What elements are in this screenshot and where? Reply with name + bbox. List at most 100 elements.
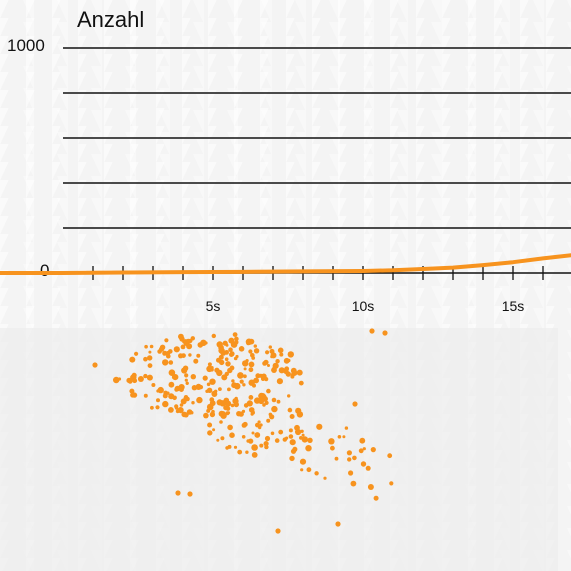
particle bbox=[218, 387, 222, 391]
particle bbox=[216, 341, 223, 348]
particle bbox=[126, 377, 132, 384]
particle bbox=[157, 349, 162, 354]
particle bbox=[164, 338, 169, 343]
particle bbox=[187, 491, 193, 497]
particle bbox=[196, 396, 203, 404]
particle bbox=[323, 476, 327, 480]
particle bbox=[266, 388, 271, 394]
particle bbox=[282, 437, 287, 442]
particle bbox=[242, 383, 246, 387]
particle bbox=[257, 420, 261, 424]
particle bbox=[294, 424, 300, 431]
particle bbox=[254, 432, 261, 438]
particle bbox=[221, 374, 228, 381]
particle bbox=[264, 435, 271, 442]
particle bbox=[211, 333, 216, 339]
particle bbox=[168, 369, 176, 377]
particle bbox=[179, 403, 184, 407]
particle bbox=[370, 447, 376, 453]
particle bbox=[236, 411, 242, 417]
particle bbox=[272, 366, 277, 371]
particle bbox=[296, 369, 303, 376]
particle bbox=[230, 403, 235, 408]
particle bbox=[246, 439, 250, 443]
particle bbox=[271, 405, 278, 413]
particle bbox=[137, 376, 144, 382]
particle bbox=[203, 412, 209, 419]
particle bbox=[382, 330, 388, 336]
particle bbox=[146, 374, 153, 381]
particle bbox=[314, 471, 319, 476]
particle bbox=[369, 328, 375, 334]
particle bbox=[173, 346, 180, 353]
particle bbox=[289, 455, 295, 462]
particle bbox=[367, 484, 374, 490]
particle bbox=[243, 374, 247, 379]
particle bbox=[143, 393, 148, 398]
particle bbox=[211, 390, 217, 397]
particle bbox=[174, 406, 179, 410]
particle bbox=[296, 411, 304, 418]
particle bbox=[216, 369, 223, 377]
particle bbox=[389, 481, 394, 486]
particle bbox=[223, 405, 229, 411]
particle bbox=[225, 400, 232, 407]
particle bbox=[233, 445, 238, 449]
particle bbox=[278, 429, 284, 435]
particle bbox=[348, 470, 354, 476]
particle bbox=[276, 378, 283, 385]
particle bbox=[251, 452, 258, 458]
particle bbox=[290, 448, 297, 454]
particle bbox=[168, 407, 174, 413]
particle bbox=[229, 352, 234, 357]
particle bbox=[233, 356, 238, 361]
particle bbox=[134, 351, 139, 356]
particle bbox=[362, 447, 366, 451]
particle bbox=[198, 385, 204, 390]
particle bbox=[162, 393, 168, 399]
particle bbox=[180, 398, 187, 405]
particle bbox=[360, 461, 367, 467]
particle bbox=[220, 350, 227, 356]
particle bbox=[342, 435, 346, 439]
particle bbox=[248, 349, 253, 354]
particle bbox=[299, 458, 307, 465]
particle bbox=[346, 450, 352, 456]
particle bbox=[248, 379, 255, 386]
particle bbox=[289, 439, 296, 446]
particle bbox=[289, 414, 295, 419]
particle bbox=[259, 393, 266, 399]
particle bbox=[238, 346, 245, 352]
particle bbox=[227, 424, 233, 431]
particle bbox=[359, 437, 366, 444]
particle bbox=[276, 399, 281, 404]
particle bbox=[277, 347, 284, 354]
particle bbox=[92, 362, 98, 368]
particle bbox=[175, 386, 180, 392]
particle bbox=[290, 367, 297, 374]
particle bbox=[212, 428, 216, 432]
particle bbox=[233, 382, 241, 390]
particle bbox=[344, 426, 349, 430]
particle bbox=[185, 381, 189, 385]
particle bbox=[268, 412, 273, 417]
particle bbox=[271, 397, 277, 403]
particle bbox=[147, 363, 153, 368]
particle bbox=[301, 433, 305, 437]
particle bbox=[248, 361, 255, 368]
particle bbox=[178, 333, 184, 340]
particle bbox=[200, 339, 207, 346]
particle bbox=[156, 389, 160, 393]
particle bbox=[288, 428, 293, 433]
particle bbox=[268, 345, 272, 349]
particle bbox=[263, 359, 269, 365]
particle bbox=[307, 437, 313, 443]
particle bbox=[180, 344, 186, 350]
particle bbox=[305, 445, 312, 452]
particle bbox=[254, 397, 261, 404]
particle bbox=[237, 449, 243, 455]
particle bbox=[253, 348, 260, 354]
particle bbox=[266, 418, 271, 423]
particle bbox=[206, 403, 214, 411]
